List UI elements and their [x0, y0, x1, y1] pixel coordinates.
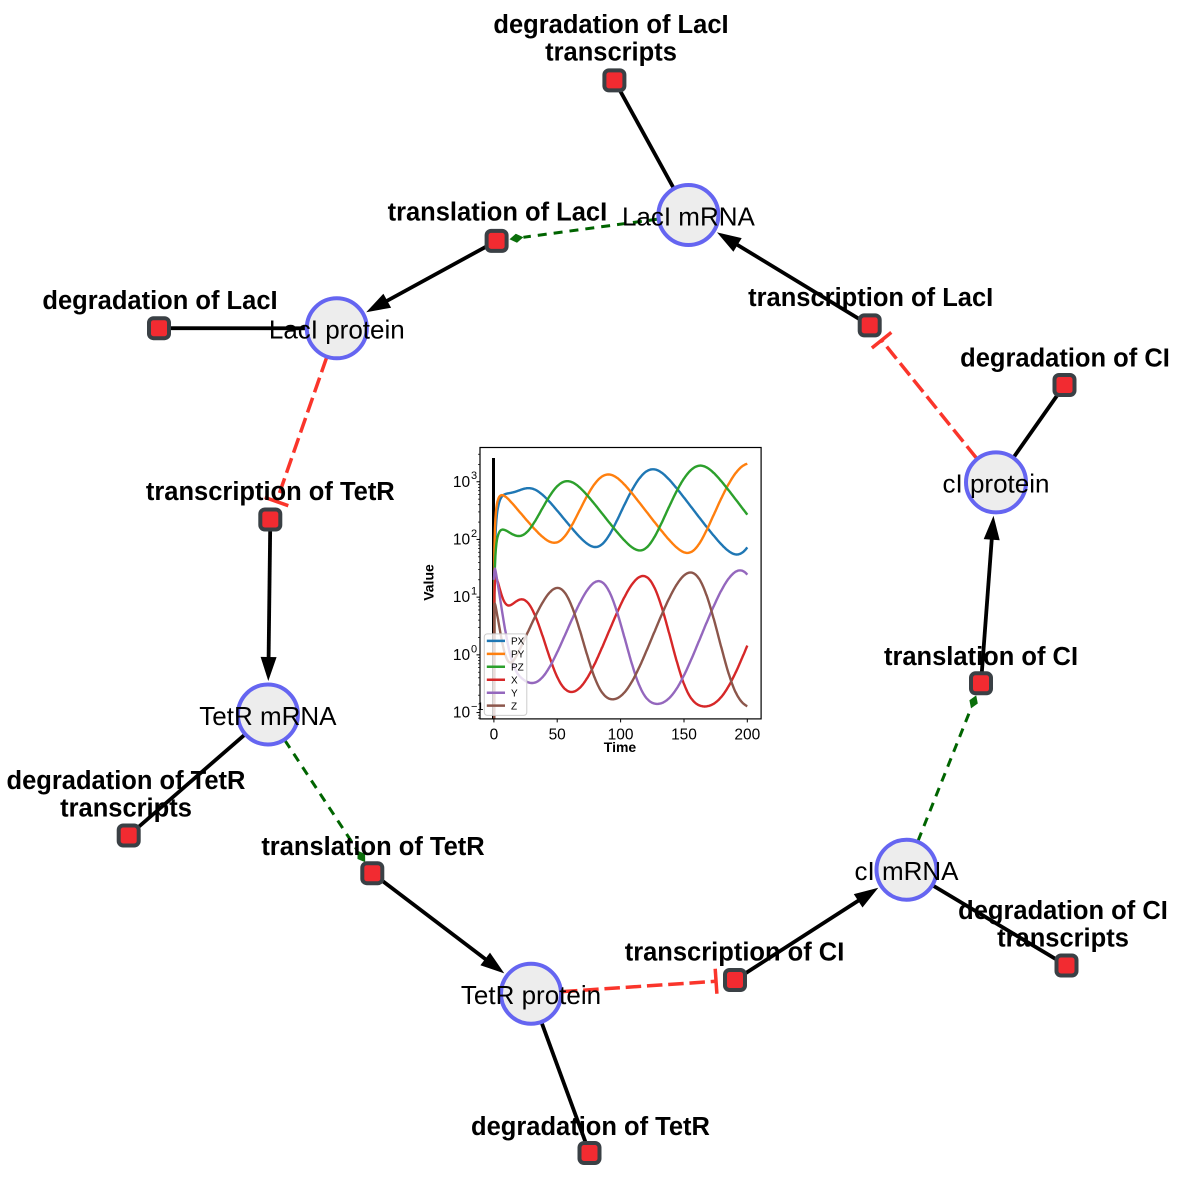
- svg-text:Z: Z: [511, 701, 517, 712]
- svg-text:LacI mRNA: LacI mRNA: [622, 201, 756, 231]
- svg-text:10: 10: [453, 532, 471, 549]
- svg-text:10: 10: [453, 474, 471, 491]
- svg-text:PZ: PZ: [511, 663, 524, 674]
- svg-text:transcription of TetR: transcription of TetR: [146, 478, 395, 506]
- svg-text:3: 3: [471, 470, 477, 482]
- svg-text:X: X: [511, 676, 518, 687]
- svg-text:Time: Time: [604, 739, 637, 755]
- svg-text:TetR protein: TetR protein: [461, 980, 601, 1010]
- svg-text:PX: PX: [511, 637, 525, 648]
- svg-text:LacI protein: LacI protein: [269, 315, 405, 345]
- svg-text:10: 10: [453, 647, 471, 664]
- svg-text:10: 10: [453, 589, 471, 606]
- svg-text:degradation of CI: degradation of CI: [960, 345, 1170, 373]
- svg-text:PY: PY: [511, 650, 525, 661]
- svg-text:200: 200: [734, 727, 760, 744]
- svg-text:translation of CI: translation of CI: [884, 643, 1078, 671]
- svg-text:degradation of TetR: degradation of TetR: [7, 767, 246, 795]
- svg-text:−1: −1: [471, 701, 484, 713]
- svg-text:Value: Value: [421, 564, 437, 601]
- svg-text:50: 50: [549, 727, 567, 744]
- svg-text:transcription of LacI: transcription of LacI: [748, 284, 993, 312]
- svg-text:transcripts: transcripts: [997, 925, 1129, 953]
- svg-text:cI protein: cI protein: [943, 469, 1050, 499]
- svg-text:degradation of LacI: degradation of LacI: [42, 287, 277, 315]
- svg-text:0: 0: [490, 727, 499, 744]
- svg-text:2: 2: [471, 528, 477, 540]
- svg-text:0: 0: [471, 643, 477, 655]
- svg-text:Y: Y: [511, 688, 518, 699]
- svg-text:transcripts: transcripts: [60, 795, 192, 823]
- svg-text:translation of TetR: translation of TetR: [261, 833, 484, 861]
- svg-text:1: 1: [471, 586, 477, 598]
- svg-text:transcription of CI: transcription of CI: [625, 939, 845, 967]
- svg-text:150: 150: [671, 727, 697, 744]
- svg-text:translation of LacI: translation of LacI: [388, 199, 608, 227]
- svg-text:TetR mRNA: TetR mRNA: [199, 701, 337, 731]
- svg-text:100: 100: [608, 727, 634, 744]
- svg-text:degradation of TetR: degradation of TetR: [471, 1113, 710, 1141]
- svg-text:10: 10: [453, 705, 471, 722]
- svg-text:cI mRNA: cI mRNA: [855, 856, 960, 886]
- svg-text:transcripts: transcripts: [545, 39, 677, 67]
- svg-text:degradation of LacI: degradation of LacI: [493, 11, 728, 39]
- svg-text:degradation of CI: degradation of CI: [958, 897, 1168, 925]
